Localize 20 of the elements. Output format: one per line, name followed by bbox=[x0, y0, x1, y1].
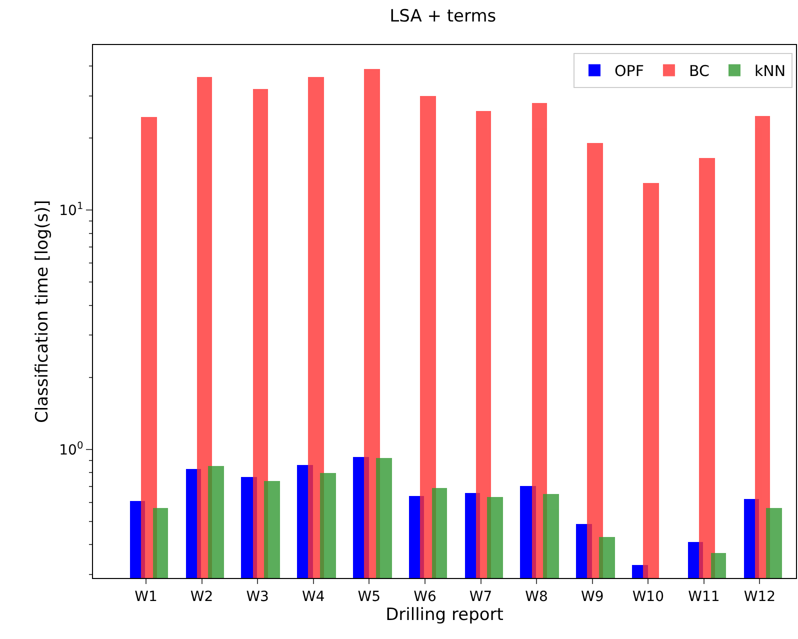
legend-label: BC bbox=[688, 62, 710, 80]
y-tick-label: 10$^{1}$ bbox=[59, 201, 84, 220]
x-tick-label: W3 bbox=[246, 588, 269, 605]
y-tick-label: 10$^{0}$ bbox=[59, 440, 84, 458]
x-tick-label: W11 bbox=[688, 588, 720, 605]
x-tick-label: W9 bbox=[580, 588, 604, 605]
x-tick-label: W10 bbox=[632, 588, 664, 605]
x-tick-label: W5 bbox=[358, 588, 381, 605]
x-tick-label: W7 bbox=[469, 588, 492, 605]
x-tick-label: W8 bbox=[525, 588, 548, 605]
x-tick-label: W1 bbox=[134, 588, 158, 605]
x-tick-label: W12 bbox=[744, 588, 776, 605]
x-tick-label: W2 bbox=[190, 588, 214, 605]
legend-label: OPF bbox=[614, 62, 644, 80]
x-tick-label: W6 bbox=[414, 588, 436, 605]
y-axis-title: Classification time [log(s)] bbox=[32, 200, 53, 424]
legend-label: kNN bbox=[754, 62, 786, 80]
x-axis-title: Drilling report bbox=[386, 605, 504, 626]
x-tick-label: W4 bbox=[302, 588, 325, 605]
chart-title: LSA + terms bbox=[390, 6, 496, 26]
